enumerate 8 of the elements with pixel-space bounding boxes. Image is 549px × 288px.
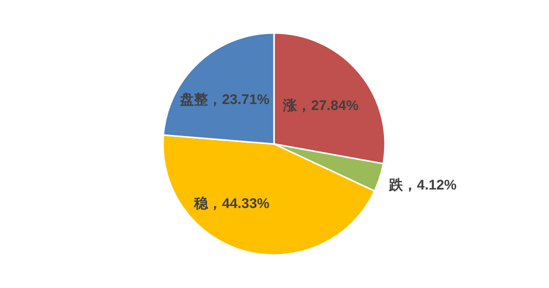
- data-label: ，23.71%: [208, 91, 270, 108]
- slice-label: 盘整: [178, 91, 209, 108]
- slice-label: 稳: [192, 195, 209, 212]
- data-label: ，44.33%: [208, 195, 270, 212]
- data-label: ，27.84%: [297, 96, 360, 113]
- data-label: ，4.12%: [402, 176, 458, 192]
- slice-label: 涨: [282, 96, 298, 113]
- slice-label: 跌: [388, 176, 404, 192]
